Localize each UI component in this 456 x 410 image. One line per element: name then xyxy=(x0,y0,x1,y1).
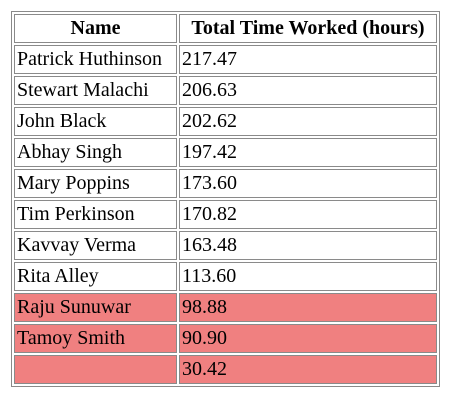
name-cell: Raju Sunuwar xyxy=(14,293,177,322)
name-cell: Mary Poppins xyxy=(14,169,177,198)
time-cell: 173.60 xyxy=(179,169,437,198)
table-row-highlighted: Tamoy Smith 90.90 xyxy=(14,324,437,353)
time-cell: 163.48 xyxy=(179,231,437,260)
name-cell: John Black xyxy=(14,107,177,136)
table-row-highlighted: 30.42 xyxy=(14,355,437,384)
name-cell: Tim Perkinson xyxy=(14,200,177,229)
name-cell: Stewart Malachi xyxy=(14,76,177,105)
name-cell xyxy=(14,355,177,384)
name-cell: Abhay Singh xyxy=(14,138,177,167)
time-cell: 98.88 xyxy=(179,293,437,322)
time-cell: 197.42 xyxy=(179,138,437,167)
table-row: Stewart Malachi 206.63 xyxy=(14,76,437,105)
time-cell: 202.62 xyxy=(179,107,437,136)
time-cell: 217.47 xyxy=(179,45,437,74)
time-worked-table: Name Total Time Worked (hours) Patrick H… xyxy=(11,11,440,387)
header-name: Name xyxy=(14,14,177,43)
table-row: Rita Alley 113.60 xyxy=(14,262,437,291)
header-total-time: Total Time Worked (hours) xyxy=(179,14,437,43)
time-cell: 206.63 xyxy=(179,76,437,105)
name-cell: Patrick Huthinson xyxy=(14,45,177,74)
name-cell: Rita Alley xyxy=(14,262,177,291)
table-row: Kavvay Verma 163.48 xyxy=(14,231,437,260)
name-cell: Tamoy Smith xyxy=(14,324,177,353)
time-cell: 170.82 xyxy=(179,200,437,229)
table-row: Mary Poppins 173.60 xyxy=(14,169,437,198)
table-body: Patrick Huthinson 217.47 Stewart Malachi… xyxy=(14,45,437,384)
time-cell: 113.60 xyxy=(179,262,437,291)
table-row-highlighted: Raju Sunuwar 98.88 xyxy=(14,293,437,322)
time-cell: 30.42 xyxy=(179,355,437,384)
table-row: Abhay Singh 197.42 xyxy=(14,138,437,167)
time-cell: 90.90 xyxy=(179,324,437,353)
table-row: John Black 202.62 xyxy=(14,107,437,136)
table-row: Tim Perkinson 170.82 xyxy=(14,200,437,229)
name-cell: Kavvay Verma xyxy=(14,231,177,260)
header-row: Name Total Time Worked (hours) xyxy=(14,14,437,43)
table-row: Patrick Huthinson 217.47 xyxy=(14,45,437,74)
